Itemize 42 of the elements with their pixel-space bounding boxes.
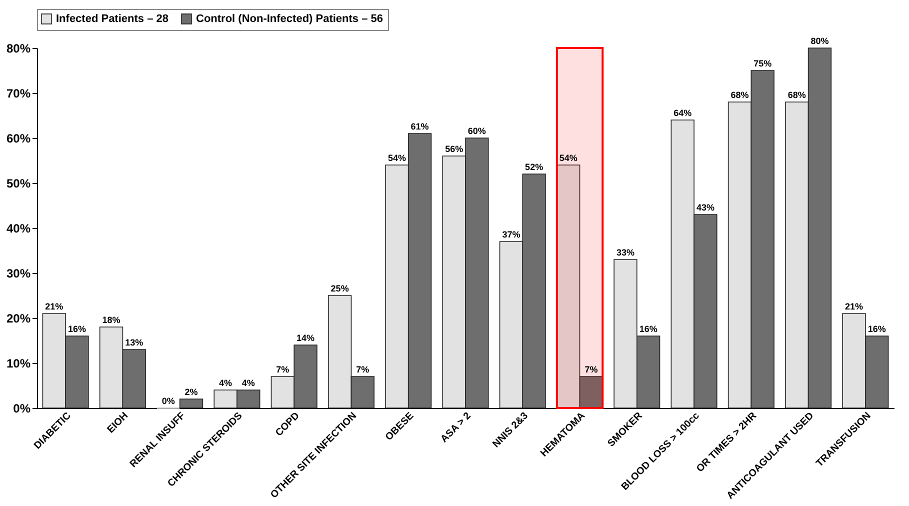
data-label: 2% [184,387,198,397]
data-label: 43% [696,202,714,212]
data-label: 4% [219,378,232,388]
data-label: 54% [559,153,578,163]
y-tick-label: 0% [13,402,31,416]
legend-label: Infected Patients – 28 [56,12,168,25]
data-label: 16% [68,324,86,334]
data-label: 21% [845,302,864,312]
data-label: 7% [276,364,290,374]
data-label: 33% [616,248,634,258]
data-label: 7% [584,364,598,374]
y-tick-label: 60% [6,132,31,146]
data-label: 25% [330,284,349,294]
data-label: 68% [730,90,749,100]
y-tick-label: 40% [6,222,31,236]
data-label: 0% [162,396,175,406]
bar [179,398,204,408]
data-label: 13% [125,338,144,348]
y-tick-label: 30% [6,266,31,280]
y-tick-label: 50% [6,176,31,190]
data-label: 4% [242,378,255,388]
data-label: 60% [468,126,486,136]
data-label: 64% [674,108,692,118]
y-tick-label: 20% [6,312,31,326]
data-label: 80% [810,36,829,46]
data-label: 16% [868,324,886,334]
y-tick-label: 70% [6,86,31,100]
data-label: 16% [639,324,658,334]
data-label: 7% [356,364,370,374]
data-label: 75% [754,58,772,68]
data-label: 54% [388,153,406,163]
data-label: 18% [102,315,120,325]
data-label: 37% [502,230,520,240]
data-label: 56% [445,144,464,154]
y-tick-label: 10% [6,356,31,370]
y-tick-label: 80% [6,42,31,56]
data-label: 52% [525,162,544,172]
legend-label: Control (Non-Infected) Patients – 56 [196,12,384,25]
data-label: 21% [45,302,64,312]
data-label: 14% [296,333,315,343]
data-label: 61% [410,122,429,132]
data-label: 68% [788,90,806,100]
